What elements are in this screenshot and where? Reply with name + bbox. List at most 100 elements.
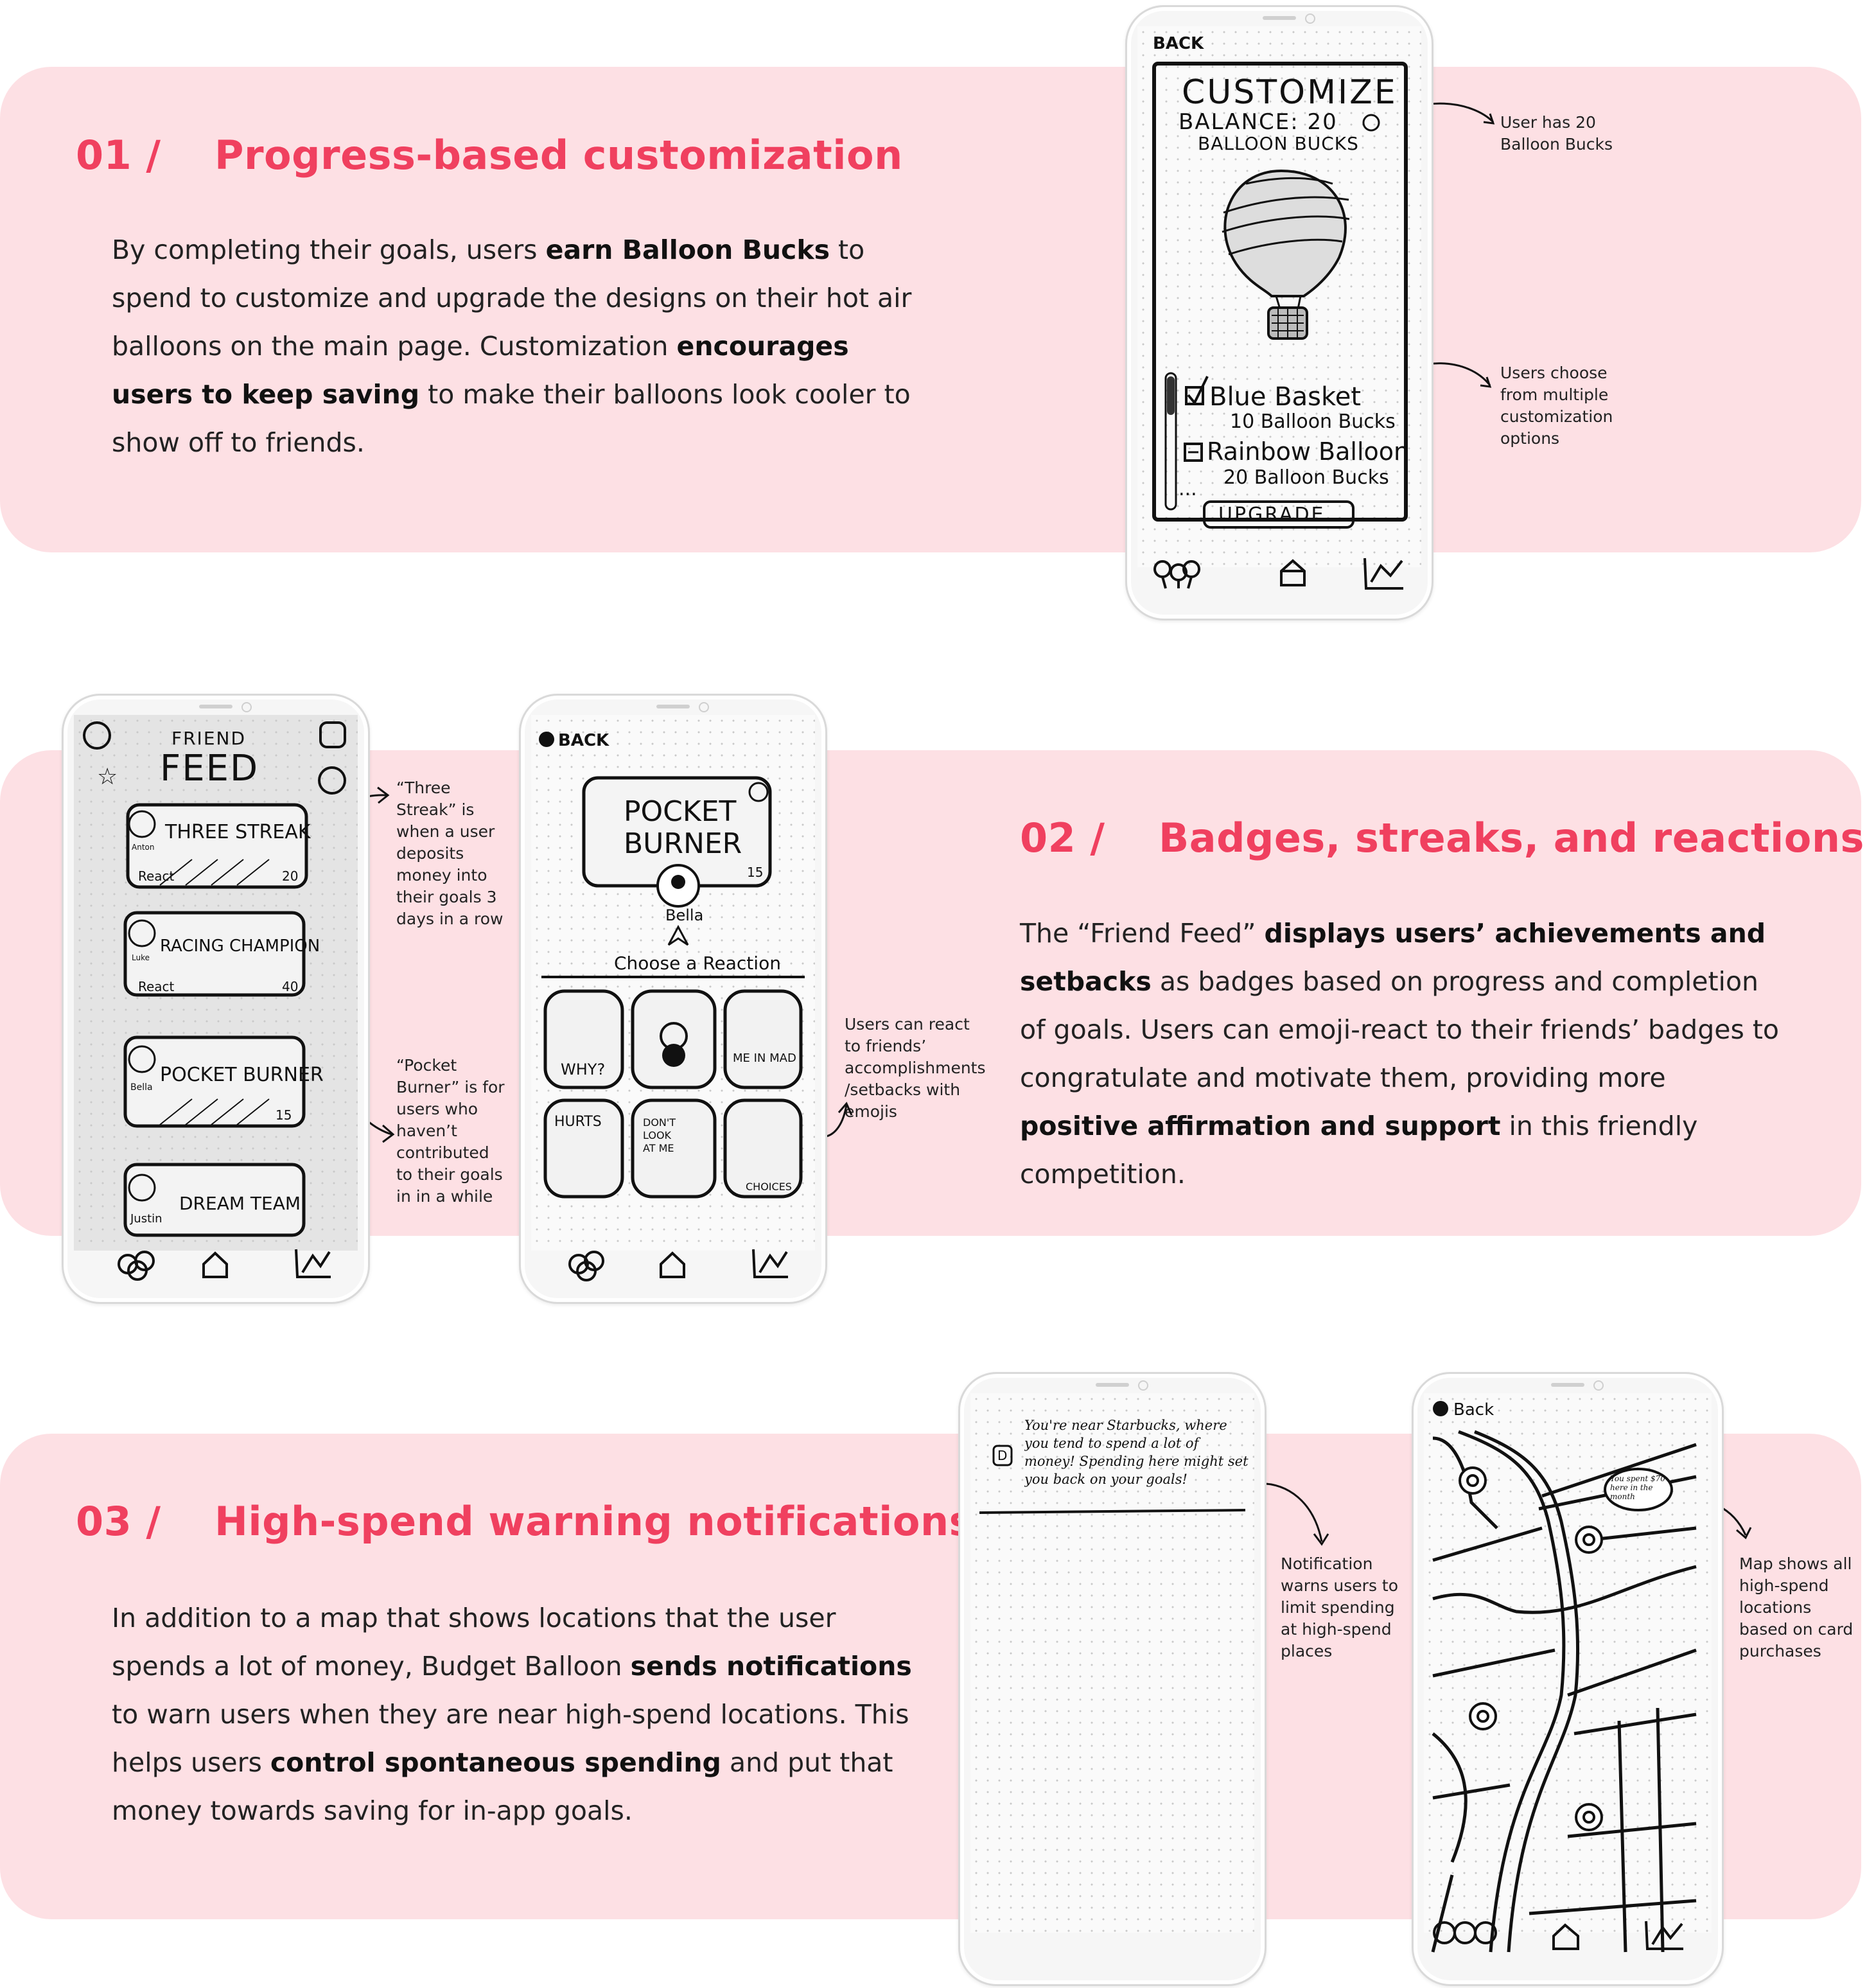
phone-speaker xyxy=(1096,1383,1129,1387)
phone-customize: BACK CUSTOMIZE BALANCE: 20 BALLOON BUCKS… xyxy=(1125,5,1433,620)
badge-count: 15 xyxy=(747,865,763,880)
option-2-name: Rainbow Balloon xyxy=(1207,437,1409,466)
sketch-label: DREAM TEAM xyxy=(179,1193,301,1214)
sketch-label: Anton xyxy=(132,843,154,852)
emphasis-text: sends notifications xyxy=(630,1651,912,1682)
chart-nav-icon xyxy=(1363,558,1403,590)
phone-notification: D You're near Starbucks, where you tend … xyxy=(958,1372,1267,1986)
section-3-paragraph: In addition to a map that shows location… xyxy=(112,1594,921,1835)
note-balance: User has 20 Balloon Bucks xyxy=(1500,113,1613,154)
emphasis-text: control spontaneous spending xyxy=(270,1747,721,1778)
phone-camera xyxy=(1305,13,1315,24)
emphasis-text: earn Balloon Bucks xyxy=(545,234,830,265)
paragraph-text: By completing their goals, users xyxy=(112,234,546,265)
note-three-streak: “Three Streak” is when a user deposits m… xyxy=(396,778,504,928)
back-link: Back xyxy=(1453,1400,1494,1420)
emphasis-text: encourages users to keep saving xyxy=(112,331,849,410)
section-2-paragraph: The “Friend Feed” displays users’ achiev… xyxy=(1020,910,1791,1199)
section-title: High-spend warning notifications xyxy=(215,1498,973,1545)
section-1-band xyxy=(0,67,1861,552)
note-notification: Notification warns users to limit spendi… xyxy=(1281,1554,1399,1660)
sketch-label: HURTS xyxy=(554,1114,602,1130)
svg-text:DON'T: DON'T xyxy=(643,1116,676,1129)
phone-reaction: BACK POCKET BURNER 15 Bella Choose a Rea… xyxy=(519,694,827,1304)
customize-sketch: BACK CUSTOMIZE BALANCE: 20 BALLOON BUCKS… xyxy=(1152,34,1409,590)
section-3-heading: 03 / High-spend warning notifications xyxy=(76,1498,973,1545)
notification-text: You're near Starbucks, where you tend to… xyxy=(1024,1418,1249,1487)
phone-camera xyxy=(241,702,252,712)
upgrade-label: UPGRADE xyxy=(1218,504,1326,526)
chart-nav-icon xyxy=(752,1249,788,1278)
balloons-nav-icon xyxy=(568,1251,604,1281)
home-nav-icon xyxy=(1280,559,1306,586)
badge-card: RACING CHAMPION Luke React 40 xyxy=(123,911,320,997)
phone-speaker xyxy=(1263,16,1296,20)
section-number: 02 / xyxy=(1020,814,1105,861)
map-sketch: Back You s xyxy=(1431,1400,1697,1953)
badge-user: Bella xyxy=(665,906,703,924)
note-pocket-burner: “Pocket Burner” is for users who haven’t… xyxy=(396,1056,505,1206)
notification-icon: D xyxy=(997,1448,1007,1463)
paragraph-text: to spend to customize and upgrade the de… xyxy=(112,234,912,362)
badge-card: THREE STREAK Anton React 20 xyxy=(126,803,311,889)
home-nav-icon xyxy=(660,1251,685,1278)
note-reactions: Users can react to friends’ accomplishme… xyxy=(845,1015,986,1121)
section-title: Progress-based customization xyxy=(215,132,903,179)
sketch-label: Luke xyxy=(132,953,150,962)
sketch-label: ME IN MAD xyxy=(733,1051,796,1065)
more-options: ... xyxy=(1179,478,1197,500)
balance-text: BALANCE: 20 xyxy=(1179,109,1338,135)
spend-bubble: You spent $70 here in the month xyxy=(1610,1474,1665,1501)
section-1-paragraph: By completing their goals, users earn Ba… xyxy=(112,226,921,467)
reaction-sketch: BACK POCKET BURNER 15 Bella Choose a Rea… xyxy=(539,731,805,1281)
balloons-nav-icon xyxy=(1433,1921,1497,1944)
emphasis-text: displays users’ achievements and setback… xyxy=(1020,918,1766,997)
sketch-label: WHY? xyxy=(561,1060,605,1078)
chart-nav-icon xyxy=(1645,1921,1683,1950)
badge-title: POCKET xyxy=(624,795,737,828)
section-1-heading: 01 / Progress-based customization xyxy=(76,132,903,179)
map-pin xyxy=(1459,1466,1603,1831)
phone-speaker xyxy=(656,705,690,708)
paragraph-text: in this friendly competition. xyxy=(1020,1111,1698,1190)
balance-unit: BALLOON BUCKS xyxy=(1198,133,1359,154)
badge-card: DREAM TEAM Justin xyxy=(123,1163,306,1237)
sketch-label: RACING CHAMPION xyxy=(160,937,320,956)
balloons-nav-icon xyxy=(1153,560,1200,589)
upgrade-button xyxy=(1203,500,1354,529)
section-title: Badges, streaks, and reactions xyxy=(1159,814,1864,861)
screen xyxy=(970,1393,1254,1933)
phone-speaker xyxy=(199,705,232,708)
feed-sketch: FRIEND FEED ☆ THREE STREAK Anton React 2… xyxy=(83,721,346,1281)
svg-text:AT ME: AT ME xyxy=(643,1142,674,1154)
sketch-label: THREE STREAK xyxy=(164,821,311,843)
feed-title-top: FRIEND xyxy=(171,728,246,749)
section-number: 01 / xyxy=(76,132,161,179)
emphasis-text: positive affirmation and support xyxy=(1020,1111,1501,1141)
note-map: Map shows all high-spend locations based… xyxy=(1739,1554,1854,1660)
map-roads xyxy=(1431,1430,1697,1953)
feed-title: FEED xyxy=(160,748,259,789)
sketch-label: React xyxy=(138,979,175,994)
sketch-label: Justin xyxy=(130,1212,162,1226)
emoji-grid xyxy=(543,989,803,1199)
paragraph-text: In addition to a map that shows location… xyxy=(112,1603,836,1682)
sketch-label: 40 xyxy=(282,979,298,994)
note-options: Users choose from multiple customization… xyxy=(1500,364,1613,448)
chart-nav-icon xyxy=(295,1249,331,1278)
star-icon: ☆ xyxy=(97,764,118,790)
sketch-label: CHOICES xyxy=(746,1181,792,1193)
option-1-name: Blue Basket xyxy=(1209,382,1361,412)
customize-title: CUSTOMIZE xyxy=(1182,73,1398,112)
option-2-price: 20 Balloon Bucks xyxy=(1223,466,1389,489)
phone-camera xyxy=(1138,1380,1148,1391)
balloon-drawing xyxy=(1222,169,1350,340)
sketch-label: 15 xyxy=(276,1107,292,1123)
svg-text:LOOK: LOOK xyxy=(643,1129,672,1141)
reaction-prompt: Choose a Reaction xyxy=(614,953,781,974)
back-link: BACK xyxy=(1153,34,1204,53)
sketch-label: POCKET BURNER xyxy=(160,1064,324,1086)
option-1-price: 10 Balloon Bucks xyxy=(1230,410,1396,433)
paragraph-text: The “Friend Feed” xyxy=(1020,918,1265,949)
phone-speaker xyxy=(1551,1383,1584,1387)
